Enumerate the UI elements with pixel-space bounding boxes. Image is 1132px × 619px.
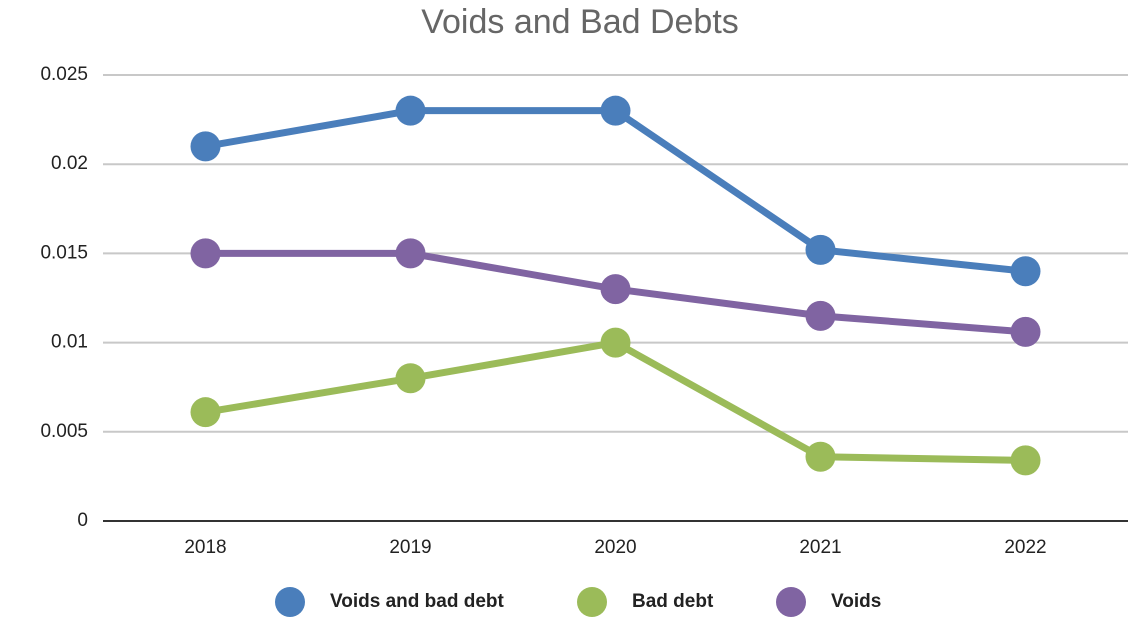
y-tick-label: 0.015: [40, 242, 88, 263]
point-marker: [600, 327, 631, 358]
point-marker: [395, 95, 426, 126]
point-marker: [1010, 445, 1041, 476]
point-marker: [190, 397, 221, 428]
point-marker: [1010, 316, 1041, 347]
x-tick-label: 2022: [1004, 537, 1046, 558]
y-tick-label: 0.02: [51, 153, 88, 174]
y-tick-label: 0: [77, 510, 88, 531]
legend-label: Bad debt: [632, 591, 714, 612]
point-marker: [395, 363, 426, 394]
series-line: [204, 107, 1026, 275]
point-marker: [190, 131, 221, 162]
legend-label: Voids and bad debt: [330, 591, 504, 612]
x-tick-label: 2020: [594, 537, 636, 558]
y-tick-label: 0.005: [40, 421, 88, 442]
point-marker: [395, 238, 426, 269]
point-marker: [805, 300, 836, 331]
chart-title: Voids and Bad Debts: [421, 3, 739, 41]
y-tick-label: 0.025: [40, 64, 88, 85]
legend-marker: [577, 587, 607, 617]
legend-label: Voids: [831, 591, 881, 612]
point-marker: [600, 274, 631, 305]
y-tick-label: 0.01: [51, 332, 88, 353]
point-marker: [805, 441, 836, 472]
point-marker: [190, 238, 221, 269]
x-tick-label: 2018: [184, 537, 226, 558]
x-tick-label: 2021: [799, 537, 841, 558]
x-tick-label: 2019: [389, 537, 431, 558]
point-marker: [805, 234, 836, 265]
legend-marker: [776, 587, 806, 617]
point-marker: [1010, 256, 1041, 287]
legend-marker: [275, 587, 305, 617]
point-marker: [600, 95, 631, 126]
series-line: [204, 339, 1026, 464]
